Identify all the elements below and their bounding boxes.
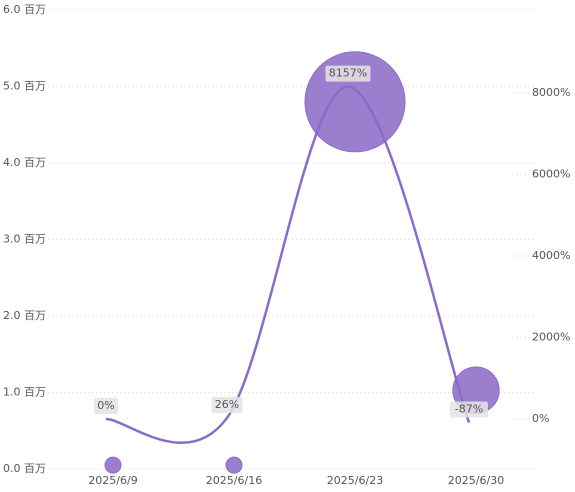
y2-tick-label: 2000% xyxy=(532,331,570,344)
x-tick-label: 2025/6/9 xyxy=(88,474,137,487)
y-tick-label: 6.0 百万 xyxy=(3,3,46,16)
y2-tick-label: 0% xyxy=(532,412,549,425)
value-label: -87% xyxy=(455,403,483,416)
bubble xyxy=(225,456,243,474)
value-label: 26% xyxy=(215,398,239,411)
y-tick-label: 0.0 百万 xyxy=(3,462,46,475)
label-box xyxy=(450,401,488,418)
value-label: 8157% xyxy=(329,67,367,80)
y-tick-label: 5.0 百万 xyxy=(3,80,46,93)
y-tick-label: 2.0 百万 xyxy=(3,309,46,322)
label-box xyxy=(211,396,243,413)
x-tick-label: 2025/6/16 xyxy=(206,474,262,487)
value-label: 0% xyxy=(97,399,114,412)
y-tick-label: 3.0 百万 xyxy=(3,233,46,246)
bubble xyxy=(104,456,122,474)
label-box xyxy=(94,398,118,415)
y2-tick-label: 4000% xyxy=(532,249,570,262)
label-box xyxy=(325,65,371,82)
y2-tick-label: 6000% xyxy=(532,168,570,181)
y2-tick-label: 8000% xyxy=(532,86,570,99)
x-tick-label: 2025/6/23 xyxy=(327,474,383,487)
x-tick-label: 2025/6/30 xyxy=(448,474,504,487)
y-tick-label: 1.0 百万 xyxy=(3,386,46,399)
line xyxy=(105,85,471,444)
y-tick-label: 4.0 百万 xyxy=(3,156,46,169)
